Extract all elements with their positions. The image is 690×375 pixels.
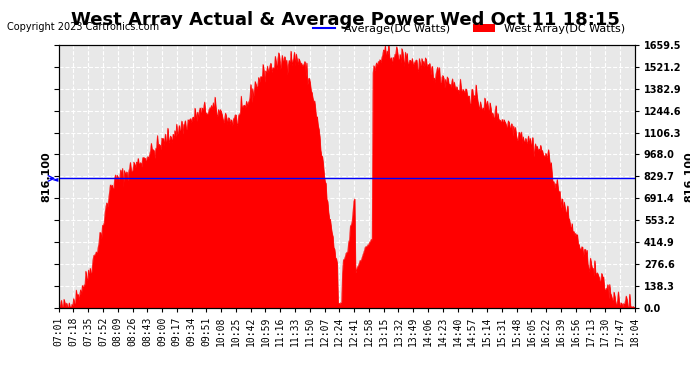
Y-axis label: 816.100: 816.100	[684, 151, 690, 202]
Text: Copyright 2023 Cartronics.com: Copyright 2023 Cartronics.com	[7, 22, 159, 33]
Text: ◄: ◄	[52, 174, 59, 183]
Text: West Array Actual & Average Power Wed Oct 11 18:15: West Array Actual & Average Power Wed Oc…	[70, 11, 620, 29]
Y-axis label: 816.100: 816.100	[41, 151, 51, 202]
Legend: Average(DC Watts), West Array(DC Watts): Average(DC Watts), West Array(DC Watts)	[308, 19, 629, 38]
